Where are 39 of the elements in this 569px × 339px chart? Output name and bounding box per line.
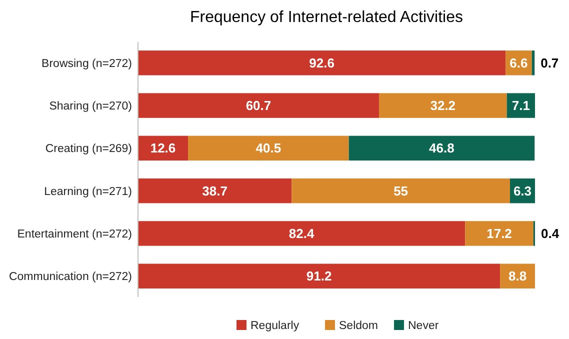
data-label: 8.8 <box>508 268 527 284</box>
bar <box>188 136 349 161</box>
data-label: 55 <box>394 183 408 198</box>
data-label: 0.4 <box>541 226 560 242</box>
data-label: 12.6 <box>150 140 176 156</box>
y-tick-label: Creating (n=269) <box>45 143 132 156</box>
bar <box>138 221 466 246</box>
chart-title: Frequency of Internet-related Activities <box>190 9 464 26</box>
data-label: 92.6 <box>309 55 334 70</box>
data-label: 38.7 <box>202 183 228 198</box>
data-label: 91.2 <box>306 268 332 284</box>
bar <box>138 178 292 204</box>
bar <box>138 50 506 76</box>
data-label: 82.4 <box>288 226 315 242</box>
y-tick-label: Sharing (n=270) <box>49 100 132 113</box>
y-tick-label: Learning (n=271) <box>44 186 132 198</box>
data-label: 17.2 <box>486 226 512 242</box>
data-label: 40.5 <box>256 140 282 156</box>
bar <box>138 264 500 288</box>
data-label: 6.6 <box>510 55 528 70</box>
data-label: 0.7 <box>540 55 559 70</box>
bar <box>532 50 535 76</box>
y-tick-label: Entertainment (n=272) <box>17 228 132 240</box>
data-label: 6.3 <box>513 183 532 198</box>
data-label: 7.1 <box>512 98 530 114</box>
bar <box>138 93 379 118</box>
data-label: 32.2 <box>430 98 456 114</box>
y-tick-label: Communication (n=272) <box>8 271 132 284</box>
legend-label: Never <box>408 320 439 332</box>
legend-label: Regularly <box>250 320 300 332</box>
data-label: 60.7 <box>246 98 272 114</box>
data-label: 46.8 <box>429 140 454 156</box>
bar <box>465 221 534 246</box>
y-tick-label: Browsing (n=272) <box>42 58 132 70</box>
bar <box>506 93 535 118</box>
bar <box>348 136 535 161</box>
legend-label: Seldom <box>339 320 378 332</box>
bar <box>292 178 510 204</box>
bar <box>378 93 507 118</box>
